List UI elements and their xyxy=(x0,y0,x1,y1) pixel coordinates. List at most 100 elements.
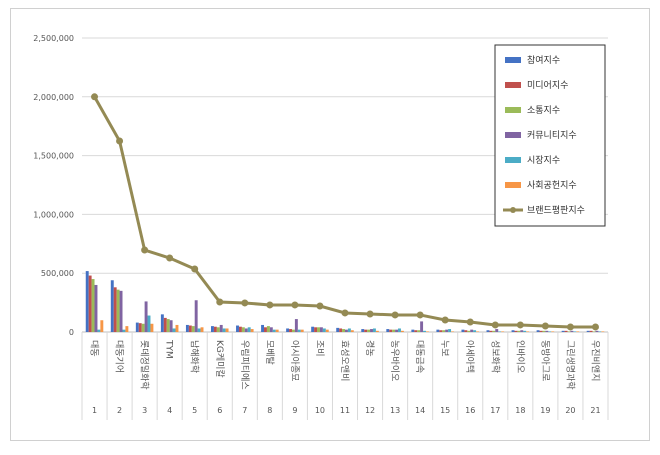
bar xyxy=(160,314,164,332)
line-marker xyxy=(91,93,99,101)
x-tick-label: 그린생명과학 xyxy=(564,340,575,390)
bar xyxy=(291,329,295,332)
bar xyxy=(319,327,323,332)
bar xyxy=(425,331,429,332)
line-marker xyxy=(391,311,399,319)
bar xyxy=(225,328,229,332)
bar xyxy=(294,319,298,332)
x-tick-label: 남해화학 xyxy=(189,340,200,373)
rank-label: 18 xyxy=(515,406,525,415)
bar xyxy=(85,271,89,332)
y-tick-label: 0 xyxy=(69,328,74,337)
bar xyxy=(489,330,493,332)
bar xyxy=(311,326,315,332)
bar xyxy=(113,287,117,332)
bar xyxy=(244,328,248,332)
bar xyxy=(542,330,546,332)
x-tick-label: 아시아종묘 xyxy=(289,340,300,381)
x-tick-label: 우림피티에스 xyxy=(239,340,251,390)
bar xyxy=(269,327,273,332)
rank-label: 12 xyxy=(365,406,375,415)
y-tick-label: 2,500,000 xyxy=(33,34,74,43)
bar xyxy=(247,327,251,332)
bar xyxy=(414,330,418,332)
rank-label: 10 xyxy=(315,406,325,415)
bar xyxy=(272,329,276,332)
bar xyxy=(423,330,426,332)
bar xyxy=(147,315,151,332)
bar xyxy=(191,326,195,332)
legend-swatch xyxy=(505,57,521,63)
bar xyxy=(492,330,496,332)
bar xyxy=(461,329,465,332)
bar xyxy=(445,329,449,332)
bar xyxy=(586,330,590,332)
bar xyxy=(210,326,214,332)
x-tick-label: 동방아그로 xyxy=(539,340,550,381)
rank-label: 4 xyxy=(167,406,172,415)
line-marker xyxy=(416,311,424,319)
bar xyxy=(266,326,270,332)
bar xyxy=(539,330,543,332)
x-tick-label: 효성오앤비 xyxy=(339,340,350,381)
bar xyxy=(138,323,142,332)
bar xyxy=(222,328,226,332)
rank-label: 19 xyxy=(540,406,550,415)
x-tick-label: TYM xyxy=(164,339,174,359)
rank-label: 13 xyxy=(390,406,400,415)
bar xyxy=(219,324,223,332)
bar xyxy=(175,324,179,332)
bar xyxy=(135,322,139,332)
bar xyxy=(551,331,555,332)
line-marker xyxy=(116,137,124,145)
bar xyxy=(486,330,490,332)
x-tick-label: 인바이오 xyxy=(514,340,525,373)
bar xyxy=(264,327,267,332)
bar xyxy=(576,331,580,332)
line-marker xyxy=(266,301,274,309)
bar xyxy=(473,330,477,332)
bar xyxy=(300,329,304,332)
x-tick-label: 조비 xyxy=(314,340,325,357)
bar xyxy=(411,329,415,332)
rank-label: 20 xyxy=(565,406,575,415)
bar xyxy=(122,329,126,332)
bar xyxy=(589,330,593,332)
bar xyxy=(261,324,265,332)
bar xyxy=(125,326,129,332)
bar xyxy=(451,331,454,332)
bar xyxy=(511,330,515,332)
bar xyxy=(238,326,242,332)
bar xyxy=(498,331,502,332)
rank-label: 17 xyxy=(490,406,500,415)
line-marker xyxy=(241,299,249,307)
bar xyxy=(347,328,351,332)
bar xyxy=(420,321,424,332)
rank-label: 3 xyxy=(142,406,147,415)
line-marker xyxy=(466,318,474,326)
bar xyxy=(200,327,204,332)
bar xyxy=(236,325,239,332)
bar xyxy=(442,330,446,332)
bar xyxy=(395,329,399,332)
bar xyxy=(545,330,549,332)
x-tick-label: 대동금속 xyxy=(414,340,425,373)
legend-label: 미디어지수 xyxy=(527,80,568,91)
bar xyxy=(536,330,540,332)
bar xyxy=(325,329,329,332)
bar xyxy=(94,284,98,332)
x-tick-label: 성보화학 xyxy=(489,340,500,373)
x-tick-label: 누보 xyxy=(439,340,450,357)
bar xyxy=(172,328,176,332)
bar xyxy=(91,279,95,332)
bar xyxy=(392,329,396,332)
bar xyxy=(436,329,440,332)
line-marker xyxy=(291,301,299,309)
y-tick-label: 1,500,000 xyxy=(33,152,74,161)
bar xyxy=(601,331,605,332)
rank-label: 7 xyxy=(242,406,247,415)
bar xyxy=(517,330,521,332)
rank-label: 5 xyxy=(192,406,197,415)
bar xyxy=(166,319,170,332)
bar xyxy=(188,325,192,332)
